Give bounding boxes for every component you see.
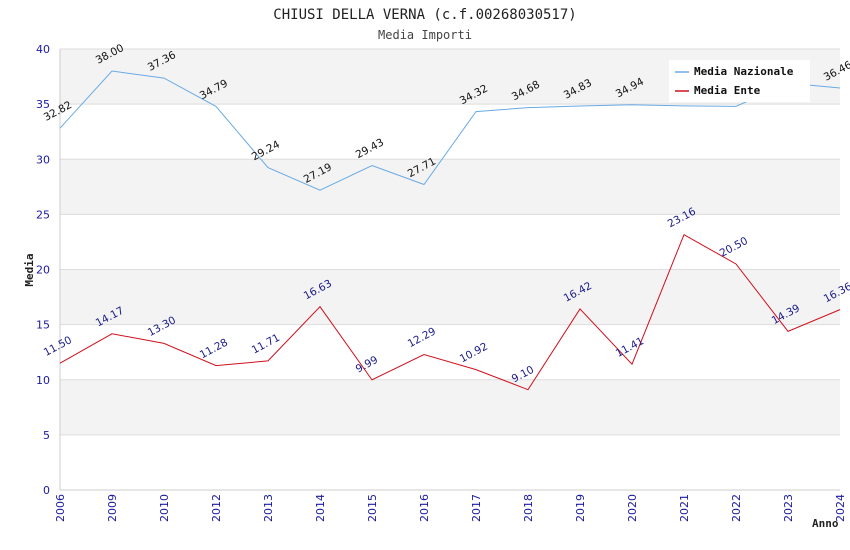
- x-tick-label: 2019: [574, 494, 587, 522]
- x-tick-label: 2018: [522, 494, 535, 522]
- x-tick-label: 2013: [262, 494, 275, 522]
- chart-subtitle: Media Importi: [378, 28, 472, 42]
- data-label-media-ente: 20.50: [718, 235, 750, 260]
- x-axis-label: Anno: [812, 517, 839, 530]
- x-tick-label: 2017: [470, 494, 483, 522]
- x-tick-label: 2006: [54, 494, 67, 522]
- y-tick-label: 35: [36, 98, 50, 111]
- y-axis-ticks: 0 5 10 15 20 25 30 35 40: [36, 43, 50, 497]
- series-line-media-nazionale: [59, 70, 841, 191]
- data-label-media-nazionale: 29.43: [354, 136, 386, 161]
- x-tick-label: 2010: [158, 494, 171, 522]
- legend-box: [669, 60, 810, 102]
- data-label-media-ente: 11.41: [614, 335, 646, 360]
- series-line-media-ente: [59, 233, 841, 391]
- y-tick-label: 25: [36, 208, 50, 221]
- y-tick-label: 0: [43, 484, 50, 497]
- x-tick-label: 2022: [730, 494, 743, 522]
- x-tick-label: 2021: [678, 494, 691, 522]
- data-label-media-ente: 12.29: [406, 325, 438, 350]
- y-tick-label: 40: [36, 43, 50, 56]
- series-layer: [59, 70, 841, 391]
- x-tick-label: 2020: [626, 494, 639, 522]
- background-band: [60, 379, 840, 435]
- chart-title: CHIUSI DELLA VERNA (c.f.00268030517): [273, 7, 576, 23]
- x-tick-label: 2023: [782, 494, 795, 522]
- data-label-media-ente: 11.28: [198, 337, 230, 362]
- y-tick-label: 20: [36, 264, 50, 277]
- background-bands: [60, 49, 840, 435]
- legend-label-media-nazionale: Media Nazionale: [694, 65, 794, 78]
- gridlines: [59, 48, 840, 491]
- x-tick-label: 2012: [210, 494, 223, 522]
- x-tick-label: 2024: [834, 494, 847, 522]
- legend: Media Nazionale Media Ente: [669, 60, 810, 102]
- x-axis-ticks: 2006 2009 2010 2012 2013 2014 2015 2016 2017 2018…: [54, 494, 847, 522]
- legend-label-media-ente: Media Ente: [694, 84, 761, 97]
- y-tick-label: 5: [43, 429, 50, 442]
- x-tick-label: 2014: [314, 494, 327, 522]
- data-label-media-ente: 11.71: [250, 332, 282, 357]
- y-axis-label: Media: [23, 253, 36, 286]
- x-tick-label: 2015: [366, 494, 379, 522]
- x-tick-label: 2016: [418, 494, 431, 522]
- x-tick-label: 2009: [106, 494, 119, 522]
- y-tick-label: 15: [36, 319, 50, 332]
- background-band: [60, 159, 840, 215]
- y-tick-label: 10: [36, 374, 50, 387]
- data-label-media-ente: 10.92: [458, 341, 490, 366]
- y-tick-label: 30: [36, 153, 50, 166]
- data-label-media-ente: 11.50: [42, 334, 74, 359]
- background-band: [60, 269, 840, 325]
